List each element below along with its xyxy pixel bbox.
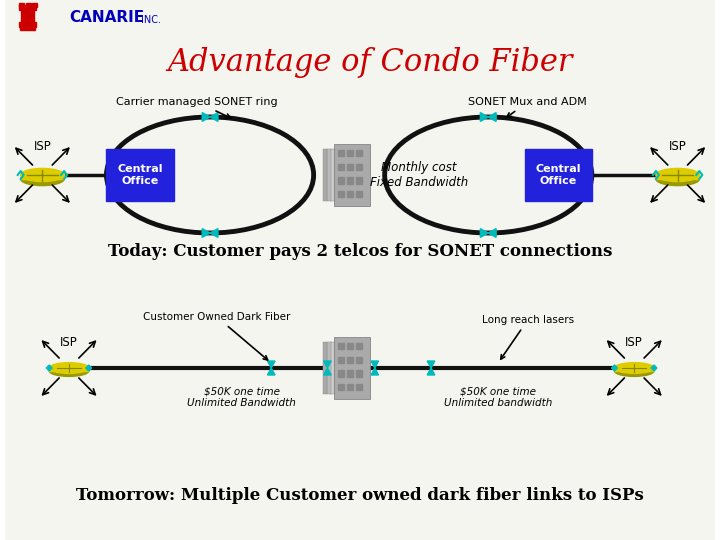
Bar xyxy=(356,343,362,349)
Text: Monthly cost
Fixed Bandwidth: Monthly cost Fixed Bandwidth xyxy=(370,161,468,189)
Ellipse shape xyxy=(656,168,699,181)
Bar xyxy=(338,164,344,170)
Polygon shape xyxy=(202,228,210,238)
Polygon shape xyxy=(324,361,331,368)
Text: Carrier managed SONET ring: Carrier managed SONET ring xyxy=(117,97,278,118)
Text: Today: Customer pays 2 telcos for SONET connections: Today: Customer pays 2 telcos for SONET … xyxy=(108,244,612,260)
Ellipse shape xyxy=(614,366,654,376)
Bar xyxy=(338,357,344,363)
Text: ISP: ISP xyxy=(669,140,686,153)
Bar xyxy=(347,357,353,363)
Bar xyxy=(356,357,362,363)
Bar xyxy=(334,337,370,399)
Bar xyxy=(26,3,30,7)
Ellipse shape xyxy=(49,362,89,373)
Bar xyxy=(614,366,654,371)
Bar xyxy=(347,164,353,170)
Polygon shape xyxy=(46,365,53,371)
Bar xyxy=(21,10,35,28)
Text: SONET Mux and ADM: SONET Mux and ADM xyxy=(468,97,587,117)
Text: Central
Office: Central Office xyxy=(536,164,581,186)
Bar xyxy=(347,150,353,157)
Bar xyxy=(347,191,353,197)
Ellipse shape xyxy=(21,172,64,186)
Bar xyxy=(356,191,362,197)
Text: Customer Owned Dark Fiber: Customer Owned Dark Fiber xyxy=(143,312,291,360)
Bar xyxy=(19,5,37,10)
Text: $50K one time
Unlimited bandwidth: $50K one time Unlimited bandwidth xyxy=(444,386,552,408)
Polygon shape xyxy=(427,361,435,368)
Polygon shape xyxy=(371,361,379,368)
Bar xyxy=(356,384,362,390)
Polygon shape xyxy=(480,113,488,122)
Bar xyxy=(656,172,699,179)
Bar xyxy=(21,172,64,179)
Bar xyxy=(347,343,353,349)
Bar xyxy=(525,149,592,201)
Bar xyxy=(338,178,344,184)
Text: Central
Office: Central Office xyxy=(117,164,163,186)
Polygon shape xyxy=(488,113,496,122)
Ellipse shape xyxy=(49,366,89,376)
Bar xyxy=(323,149,327,201)
Bar xyxy=(347,178,353,184)
Bar xyxy=(356,370,362,377)
Bar xyxy=(19,3,24,7)
Text: ISP: ISP xyxy=(34,140,51,153)
Polygon shape xyxy=(480,228,488,238)
Ellipse shape xyxy=(21,168,64,181)
Bar xyxy=(32,3,37,7)
Bar xyxy=(338,370,344,377)
Bar xyxy=(334,144,370,206)
Ellipse shape xyxy=(614,362,654,373)
Bar xyxy=(338,150,344,157)
Ellipse shape xyxy=(656,172,699,186)
Bar xyxy=(107,149,174,201)
Polygon shape xyxy=(488,228,496,238)
Text: Advantage of Condo Fiber: Advantage of Condo Fiber xyxy=(167,46,572,78)
Bar xyxy=(330,342,335,394)
Text: CANARIE: CANARIE xyxy=(69,10,144,25)
Bar xyxy=(338,343,344,349)
Polygon shape xyxy=(267,368,275,375)
Bar xyxy=(327,342,331,394)
Bar xyxy=(327,149,331,201)
Bar xyxy=(356,178,362,184)
Polygon shape xyxy=(267,361,275,368)
Bar xyxy=(347,370,353,377)
Text: INC.: INC. xyxy=(141,15,161,25)
Polygon shape xyxy=(427,368,435,375)
Bar xyxy=(323,342,327,394)
Polygon shape xyxy=(611,365,618,371)
Bar xyxy=(19,27,35,30)
Bar xyxy=(330,149,335,201)
Text: ISP: ISP xyxy=(60,336,78,349)
Polygon shape xyxy=(651,365,657,371)
Polygon shape xyxy=(210,228,218,238)
Bar xyxy=(356,164,362,170)
Polygon shape xyxy=(86,365,91,371)
Text: $50K one time
Unlimited Bandwidth: $50K one time Unlimited Bandwidth xyxy=(187,386,296,408)
Bar xyxy=(338,384,344,390)
Polygon shape xyxy=(202,113,210,122)
Polygon shape xyxy=(210,113,218,122)
Bar xyxy=(338,191,344,197)
Bar xyxy=(347,384,353,390)
Bar xyxy=(49,366,89,371)
Bar xyxy=(19,22,37,27)
Text: ISP: ISP xyxy=(626,336,643,349)
Text: Tomorrow: Multiple Customer owned dark fiber links to ISPs: Tomorrow: Multiple Customer owned dark f… xyxy=(76,487,644,503)
Text: Long reach lasers: Long reach lasers xyxy=(482,315,574,359)
Polygon shape xyxy=(324,368,331,375)
Polygon shape xyxy=(371,368,379,375)
Bar xyxy=(356,150,362,157)
